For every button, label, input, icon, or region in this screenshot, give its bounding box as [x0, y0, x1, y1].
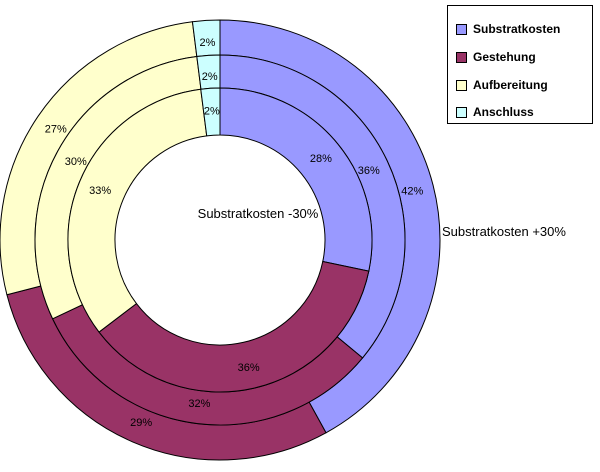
- slice-label-ring1-aufbereitung: 27%: [45, 123, 67, 135]
- legend-label-anschluss: Anschluss: [473, 105, 534, 119]
- slice-label-ring1-gestehung: 29%: [130, 417, 152, 429]
- legend-label-substratkosten: Substratkosten: [473, 22, 561, 36]
- legend-item-substratkosten: Substratkosten: [456, 21, 560, 37]
- slice-label-ring3-anschluss: 2%: [204, 105, 220, 117]
- legend-swatch-substratkosten: [456, 23, 467, 35]
- slice-label-ring2-aufbereitung: 30%: [65, 156, 87, 168]
- legend-swatch-anschluss: [456, 106, 467, 118]
- slice-label-ring2-anschluss: 2%: [202, 71, 218, 83]
- legend-item-gestehung: Gestehung: [456, 49, 536, 65]
- legend-item-anschluss: Anschluss: [456, 104, 534, 120]
- slice-label-ring2-gestehung: 32%: [188, 398, 210, 410]
- slice-ring3-substratkosten: [219, 87, 373, 272]
- inner-ring-label: Substratkosten -30%: [198, 206, 319, 221]
- slice-label-ring2-substratkosten: 36%: [358, 165, 380, 177]
- slice-label-ring1-substratkosten: 42%: [401, 186, 423, 198]
- legend-item-aufbereitung: Aufbereitung: [456, 77, 548, 93]
- slice-ring3-anschluss: [200, 87, 221, 137]
- slice-label-ring3-substratkosten: 28%: [310, 153, 332, 165]
- slice-ring3-aufbereitung: [67, 88, 208, 333]
- slice-label-ring1-anschluss: 2%: [200, 37, 216, 49]
- legend-label-gestehung: Gestehung: [473, 50, 536, 64]
- slice-label-ring3-aufbereitung: 33%: [89, 185, 111, 197]
- chart-slice-labels: 42% 29% 27% 2% 36% 32% 30% 2% 28% 36% 33% 2%: [45, 37, 424, 429]
- outer-ring-label: Substratkosten +30%: [442, 224, 566, 239]
- legend-swatch-gestehung: [456, 51, 467, 63]
- legend-swatch-aufbereitung: [456, 79, 467, 91]
- slice-ring3-gestehung: [98, 260, 370, 393]
- slice-label-ring3-gestehung: 36%: [238, 362, 260, 374]
- chart-slices: [0, 19, 441, 461]
- legend-label-aufbereitung: Aufbereitung: [473, 78, 548, 92]
- chart-legend: Substratkosten Gestehung Aufbereitung An…: [447, 5, 593, 124]
